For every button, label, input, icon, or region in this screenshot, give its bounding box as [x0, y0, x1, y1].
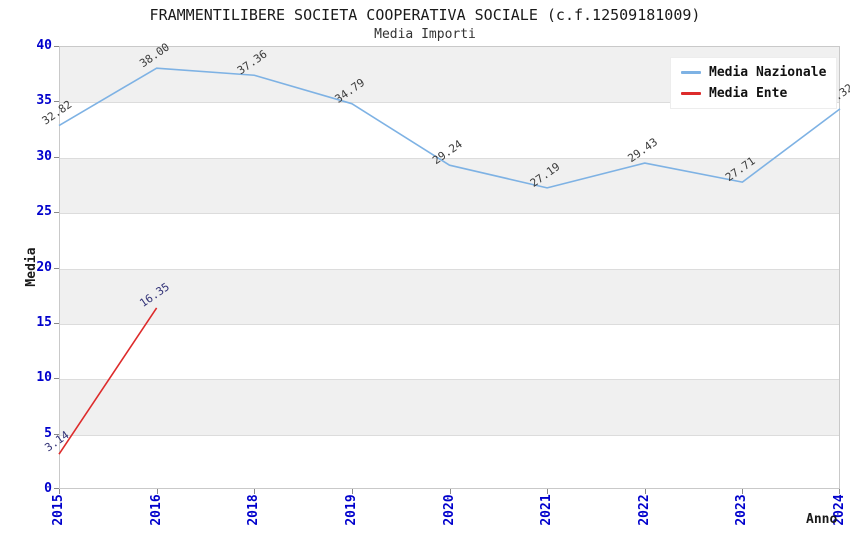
gridline [60, 323, 839, 325]
y-tick-label: 10 [36, 370, 52, 386]
y-tick-mark [54, 212, 59, 214]
chart-region: 32.82 38.00 37.36 34.79 29.24 27.19 29.43 27.71… [36, 38, 850, 526]
x-tick-label: 2020 [441, 494, 457, 526]
plot-band [60, 102, 839, 158]
y-tick-label: 35 [36, 93, 52, 109]
plot-band [60, 268, 839, 324]
data-point-label: 16.35 [137, 280, 172, 310]
y-tick-mark [54, 322, 59, 324]
y-tick-mark [54, 433, 59, 435]
series-line-0 [58, 67, 841, 189]
legend: Media Nazionale Media Ente [670, 57, 838, 109]
series-line-1 [58, 307, 158, 455]
gridline [60, 102, 839, 104]
y-tick-label: 25 [36, 204, 52, 220]
x-tick-mark [449, 489, 451, 494]
data-point-label: 27.71 [723, 154, 758, 184]
gridline [60, 268, 839, 270]
plot-band [60, 379, 839, 435]
x-tick-mark [351, 489, 353, 494]
data-point-label: 29.24 [430, 137, 465, 167]
chart-subtitle: Media Importi [374, 27, 476, 42]
x-tick-label: 2022 [636, 494, 652, 526]
legend-item-media-nazionale: Media Nazionale [681, 65, 826, 80]
legend-swatch-media-nazionale-icon [681, 71, 701, 74]
y-tick-label: 5 [44, 425, 52, 441]
y-tick-label: 40 [36, 38, 52, 53]
x-axis-title: Anno [806, 512, 838, 527]
x-tick-mark [59, 489, 60, 494]
y-tick-label: 0 [44, 481, 52, 496]
x-tick-label: 2016 [148, 494, 164, 526]
y-tick-mark [54, 46, 59, 47]
x-tick-label: 2019 [343, 494, 359, 526]
x-tick-label: 2015 [51, 494, 66, 526]
y-tick-label: 20 [36, 259, 52, 275]
plot-area [59, 46, 840, 489]
x-tick-mark [254, 489, 256, 494]
data-point-label: 38.00 [137, 40, 172, 70]
y-tick-label: 30 [36, 148, 52, 164]
x-tick-mark [547, 489, 549, 494]
gridline [60, 434, 839, 436]
legend-label-media-ente: Media Ente [709, 86, 788, 101]
y-tick-mark [54, 488, 59, 489]
y-tick-mark [54, 267, 59, 269]
x-tick-mark [742, 489, 744, 494]
x-tick-mark [156, 489, 158, 494]
x-tick-label: 2023 [734, 494, 750, 526]
y-tick-mark [54, 378, 59, 380]
legend-label-media-nazionale: Media Nazionale [709, 65, 827, 80]
x-tick-label: 2018 [246, 494, 262, 526]
x-tick-mark [644, 489, 646, 494]
gridline [60, 157, 839, 159]
plot-band [60, 157, 839, 214]
x-tick-mark [839, 489, 840, 494]
x-tick-label: 2021 [539, 494, 555, 526]
y-tick-label: 15 [36, 314, 52, 330]
gridline [60, 379, 839, 381]
y-tick-mark [54, 156, 59, 158]
data-point-label: 37.36 [235, 48, 270, 78]
data-point-label: 29.43 [625, 135, 660, 165]
y-tick-mark [54, 101, 59, 103]
chart-title: FRAMMENTILIBERE SOCIETA COOPERATIVA SOCI… [149, 6, 701, 24]
plot-band [60, 323, 839, 380]
gridline [60, 213, 839, 215]
data-point-label: 34.79 [333, 76, 368, 106]
plot-band [60, 213, 839, 269]
legend-swatch-media-ente-icon [681, 92, 701, 95]
legend-item-media-ente: Media Ente [681, 86, 826, 101]
plot-band [60, 434, 839, 488]
